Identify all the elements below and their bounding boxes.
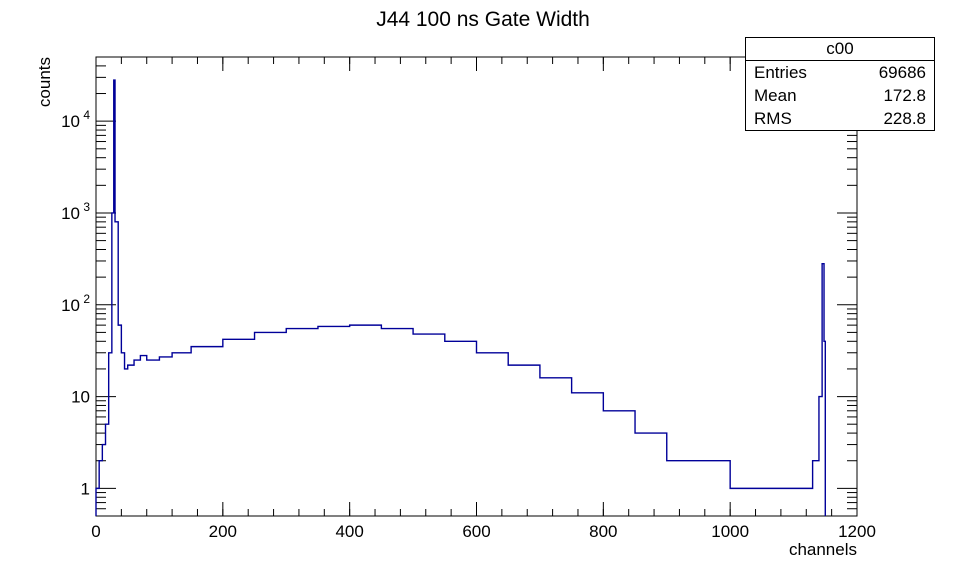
x-tick-label: 1200 xyxy=(838,522,876,541)
y-tick-exponent: 3 xyxy=(83,200,90,214)
y-tick-label: 10 xyxy=(61,204,80,223)
y-tick-label: 10 xyxy=(71,388,90,407)
histogram-series xyxy=(95,79,826,516)
x-tick-label: 0 xyxy=(91,522,100,541)
x-tick-label: 200 xyxy=(209,522,237,541)
y-tick-label: 1 xyxy=(81,479,90,498)
stats-title: c00 xyxy=(746,38,934,61)
stats-row-mean: Mean 172.8 xyxy=(746,84,934,107)
stats-box: c00 Entries 69686 Mean 172.8 RMS 228.8 xyxy=(745,37,935,131)
x-tick-label: 800 xyxy=(589,522,617,541)
stats-label: Mean xyxy=(754,86,797,105)
stats-value: 228.8 xyxy=(883,109,926,128)
x-tick-label: 400 xyxy=(335,522,363,541)
x-tick-label: 600 xyxy=(462,522,490,541)
x-tick-label: 1000 xyxy=(711,522,749,541)
y-tick-label: 10 xyxy=(61,112,80,131)
stats-row-rms: RMS 228.8 xyxy=(746,107,934,130)
y-tick-label: 10 xyxy=(61,296,80,315)
stats-value: 69686 xyxy=(878,63,926,82)
plot-frame xyxy=(95,56,858,517)
x-axis-label: channels xyxy=(789,540,857,559)
y-tick-exponent: 2 xyxy=(83,292,90,306)
stats-row-entries: Entries 69686 xyxy=(746,61,934,84)
chart-title: J44 100 ns Gate Width xyxy=(376,8,590,31)
y-axis-label: counts xyxy=(35,57,54,107)
stats-value: 172.8 xyxy=(883,86,926,105)
stats-label: Entries xyxy=(754,63,807,82)
y-tick-exponent: 4 xyxy=(83,108,90,122)
stats-label: RMS xyxy=(754,109,792,128)
